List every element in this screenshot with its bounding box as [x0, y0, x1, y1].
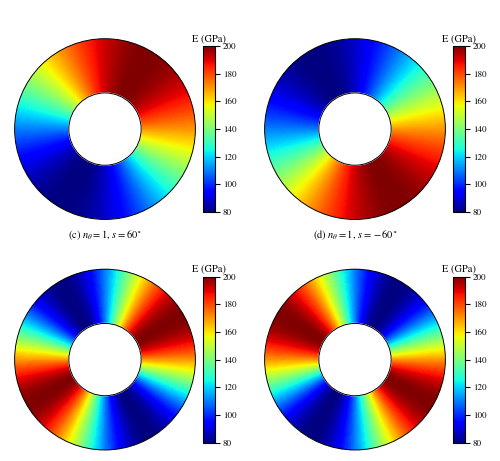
Title: E (GPa): E (GPa): [442, 265, 476, 274]
Text: (d) $n_{\theta} = 1,\, s = -60^\circ$: (d) $n_{\theta} = 1,\, s = -60^\circ$: [312, 229, 398, 242]
Title: E (GPa): E (GPa): [192, 34, 226, 44]
Text: (b) $n_{\theta} = 2,\, s = -30^\circ$: (b) $n_{\theta} = 2,\, s = -30^\circ$: [312, 459, 398, 461]
Title: E (GPa): E (GPa): [442, 34, 476, 44]
Circle shape: [69, 93, 141, 165]
Text: (a) $n_{\theta} = 2,\, s = 30^\circ$: (a) $n_{\theta} = 2,\, s = 30^\circ$: [68, 459, 142, 461]
Text: (c) $n_{\theta} = 1,\, s = 60^\circ$: (c) $n_{\theta} = 1,\, s = 60^\circ$: [68, 229, 142, 242]
Title: E (GPa): E (GPa): [192, 265, 226, 274]
Circle shape: [319, 93, 391, 165]
Circle shape: [69, 324, 141, 396]
Circle shape: [319, 324, 391, 396]
